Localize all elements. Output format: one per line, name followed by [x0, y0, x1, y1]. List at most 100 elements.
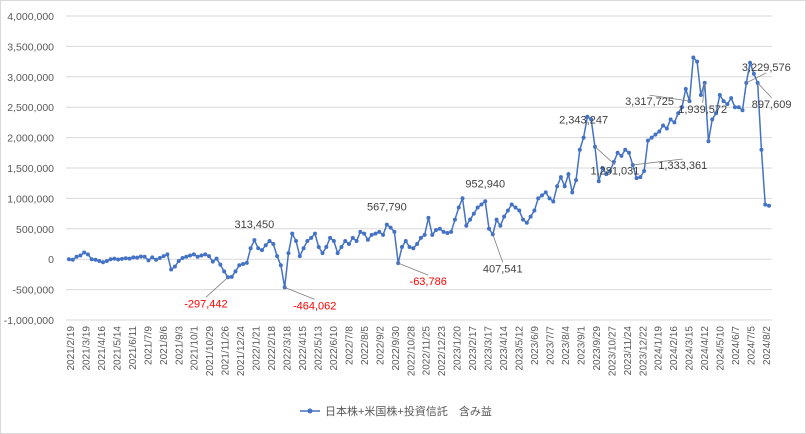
data-point [430, 232, 435, 237]
data-point [172, 264, 177, 269]
data-point [135, 255, 140, 260]
y-tick-label: 4,000,000 [7, 11, 54, 23]
data-point [714, 111, 719, 116]
data-point [358, 229, 363, 234]
data-point [471, 211, 476, 216]
data-point [415, 242, 420, 246]
data-point [112, 256, 117, 261]
x-tick-label: 2024/8/2 [762, 326, 773, 365]
data-point [456, 205, 461, 210]
data-label: 1,281,031 [590, 166, 639, 178]
data-point [543, 190, 548, 195]
data-point [256, 246, 261, 251]
data-point [347, 242, 351, 246]
x-tick-label: 2021/3/19 [81, 326, 92, 371]
data-point [437, 226, 442, 231]
data-point [297, 254, 302, 259]
data-point [343, 238, 348, 243]
data-point [290, 231, 295, 236]
data-point [150, 255, 155, 260]
data-point [157, 255, 162, 260]
data-point [441, 229, 446, 234]
data-point [350, 235, 355, 240]
data-point [487, 226, 491, 231]
data-point [642, 169, 647, 174]
data-point [339, 245, 344, 250]
x-tick-label: 2022/10/28 [406, 326, 417, 376]
data-point [638, 175, 643, 180]
data-point [233, 269, 238, 274]
x-tick-label: 2023/12/22 [638, 326, 649, 376]
data-point [320, 251, 325, 256]
x-tick-label: 2024/6/7 [731, 326, 742, 365]
data-point [218, 262, 223, 267]
data-point [502, 214, 507, 219]
data-point [244, 260, 249, 265]
data-point [676, 111, 681, 116]
data-point [517, 208, 522, 213]
data-point [142, 254, 147, 259]
data-point [101, 260, 106, 265]
data-point [222, 269, 227, 274]
y-axis-tick-labels: 4,000,000 3,500,000 3,000,000 2,500,000 2,00… [4, 11, 54, 327]
data-point [294, 238, 299, 243]
x-tick-label: 2023/7/7 [545, 326, 556, 365]
data-label: -297,442 [184, 298, 227, 310]
data-point [683, 86, 688, 91]
x-tick-label: 2024/5/10 [716, 326, 727, 371]
data-point [706, 139, 711, 144]
data-label: 3,317,725 [625, 96, 674, 108]
data-point [630, 162, 635, 167]
data-point [494, 217, 499, 222]
x-tick-label: 2022/7/8 [344, 326, 355, 365]
x-tick-label: 2021/11/26 [221, 326, 232, 376]
data-point [418, 235, 423, 240]
data-point [373, 231, 378, 236]
data-point [695, 59, 700, 64]
data-label: 2,343,247 [559, 115, 608, 127]
data-point [645, 138, 650, 143]
data-point [116, 257, 121, 262]
data-point [460, 196, 465, 201]
data-point [176, 259, 181, 264]
data-label: 567,790 [367, 202, 407, 214]
data-point [324, 245, 329, 250]
data-point [214, 256, 219, 261]
data-point [475, 205, 480, 210]
y-tick-label: 3,500,000 [7, 41, 54, 53]
data-point [623, 147, 628, 152]
data-label: 952,940 [465, 178, 505, 190]
data-point [381, 232, 386, 237]
data-point [184, 254, 189, 259]
legend-dot-marker [307, 408, 313, 414]
data-point [479, 202, 484, 207]
data-point [210, 259, 215, 264]
y-tick-label: 2,000,000 [7, 133, 54, 145]
data-point [449, 229, 454, 234]
legend: 日本株+米国株+投資信託 含み益 [300, 404, 492, 418]
data-point [165, 252, 170, 257]
annotation-leader [757, 82, 772, 99]
data-point [263, 243, 268, 248]
data-point [237, 263, 242, 268]
annotation-leader [398, 262, 429, 276]
y-tick-label: 3,000,000 [7, 72, 54, 84]
data-point [710, 117, 715, 122]
data-point [524, 220, 529, 225]
y-tick-label: 1,000,000 [7, 193, 54, 205]
data-point [558, 175, 563, 180]
data-point [93, 257, 98, 262]
data-point [305, 238, 310, 243]
x-tick-label: 2023/1/20 [453, 326, 464, 371]
data-point [74, 254, 79, 259]
x-tick-label: 2021/8/6 [159, 326, 170, 365]
data-point [335, 251, 340, 256]
data-point [498, 223, 503, 228]
data-point [627, 150, 631, 155]
data-label: 897,609 [752, 99, 792, 111]
data-point [392, 229, 397, 234]
data-point [608, 169, 613, 174]
annotation-leader [492, 234, 504, 263]
data-point [127, 256, 132, 261]
